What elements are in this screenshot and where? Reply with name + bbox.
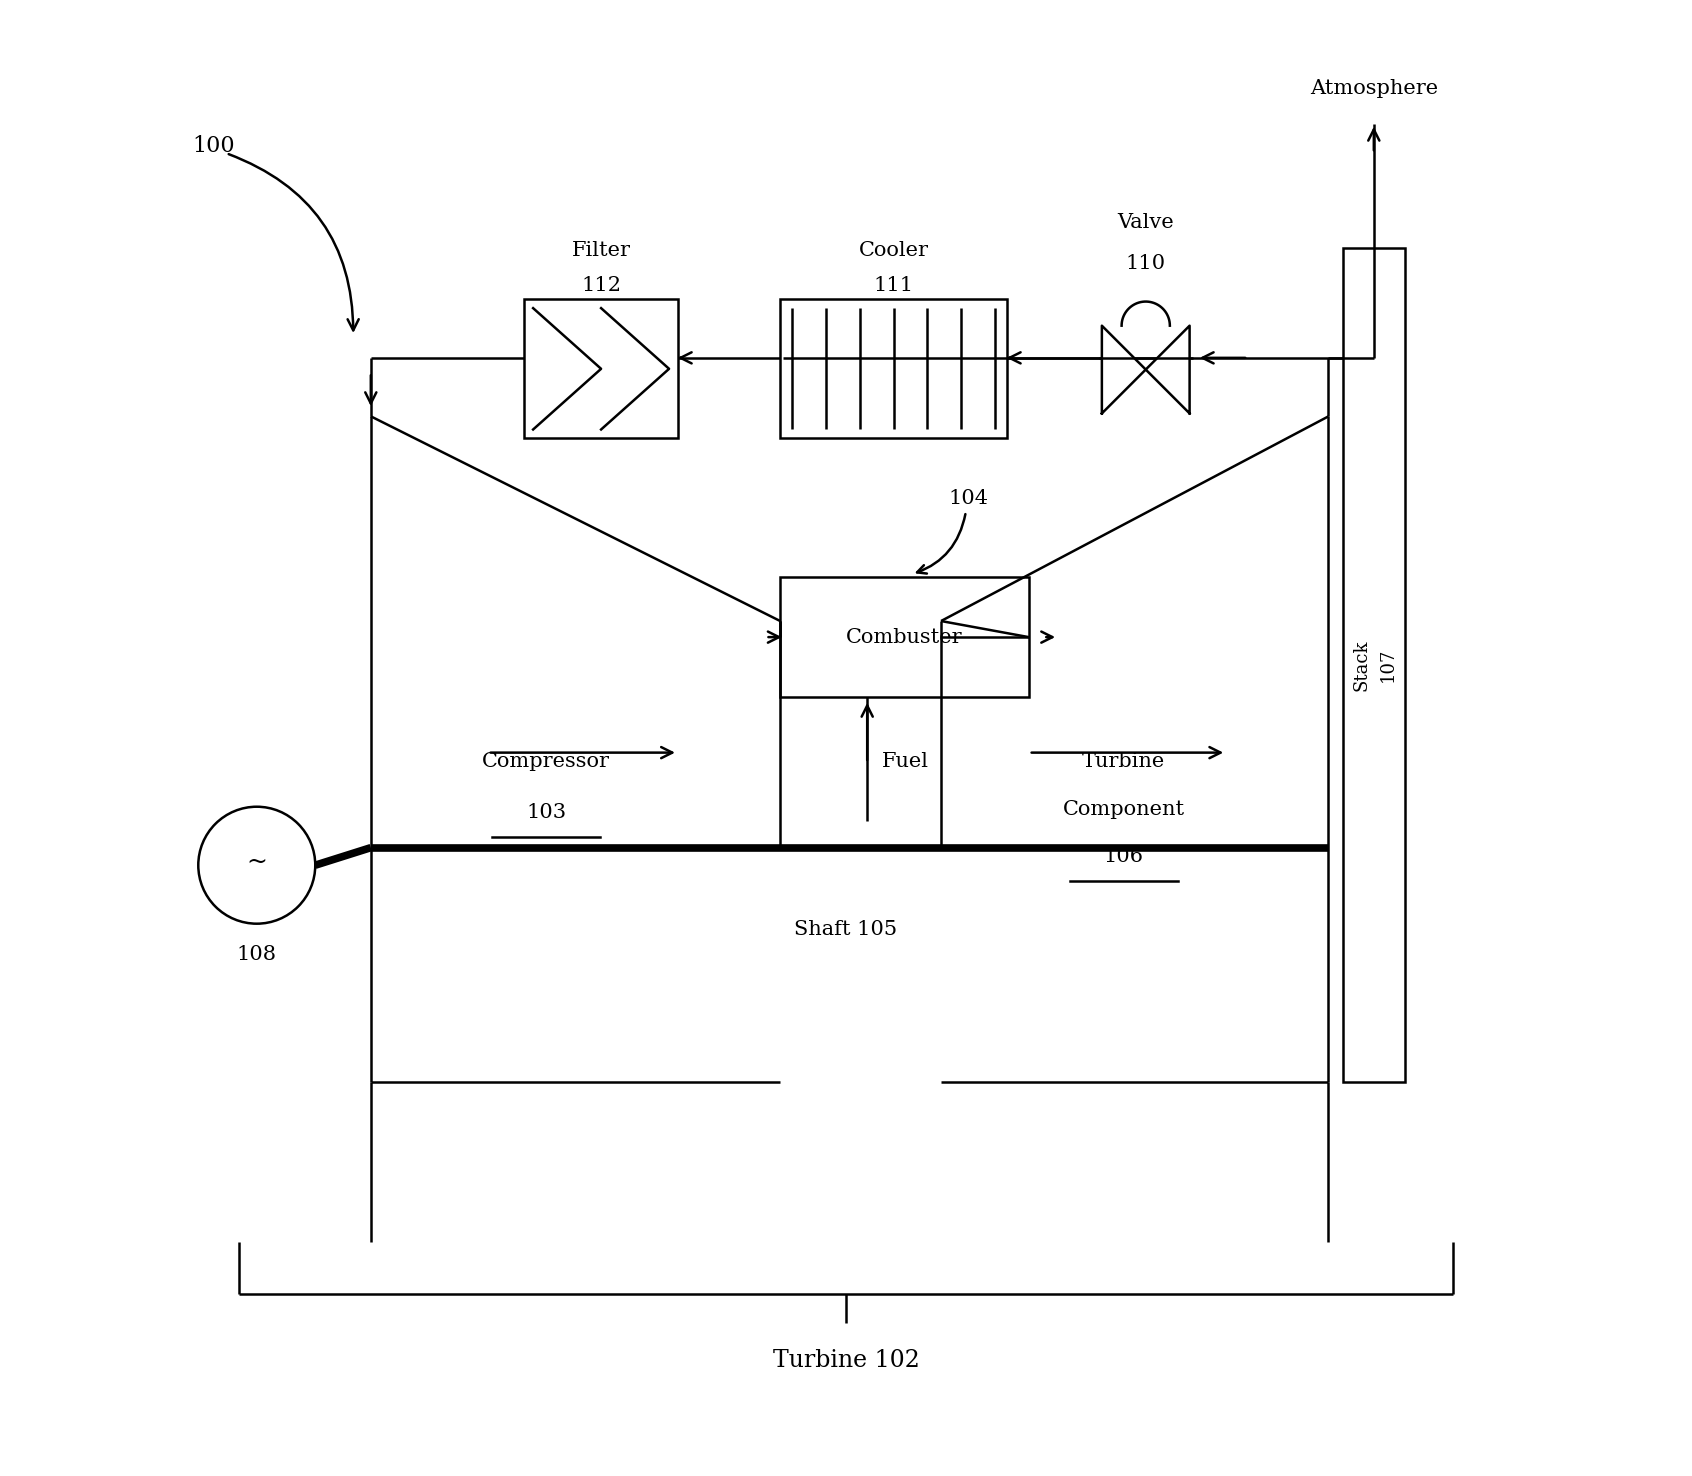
Text: Stack: Stack — [1352, 639, 1371, 691]
Text: 106: 106 — [1103, 847, 1144, 866]
Text: Valve: Valve — [1117, 214, 1174, 232]
Bar — [1343, 248, 1404, 1082]
Text: Cooler: Cooler — [858, 241, 929, 260]
Bar — [525, 300, 678, 438]
Text: Turbine 102: Turbine 102 — [773, 1349, 919, 1373]
Text: Turbine: Turbine — [1083, 753, 1166, 772]
Text: Component: Component — [1063, 800, 1184, 819]
Bar — [780, 300, 1007, 438]
Text: 112: 112 — [580, 276, 621, 295]
Text: ~: ~ — [247, 850, 267, 874]
Text: 104: 104 — [948, 489, 988, 508]
Text: 110: 110 — [1125, 254, 1166, 273]
Text: Filter: Filter — [572, 241, 631, 260]
Polygon shape — [1145, 326, 1189, 413]
Text: 107: 107 — [1379, 648, 1396, 682]
Text: 111: 111 — [873, 276, 914, 295]
Text: Atmosphere: Atmosphere — [1310, 78, 1438, 97]
Text: Combuster: Combuster — [846, 627, 963, 646]
Bar — [780, 577, 1029, 697]
Text: Fuel: Fuel — [882, 753, 929, 772]
Text: Shaft 105: Shaft 105 — [795, 921, 897, 939]
Text: 103: 103 — [526, 803, 567, 822]
Text: 108: 108 — [237, 945, 277, 964]
Text: Compressor: Compressor — [482, 753, 611, 772]
Text: 100: 100 — [193, 134, 235, 156]
Polygon shape — [1101, 326, 1145, 413]
